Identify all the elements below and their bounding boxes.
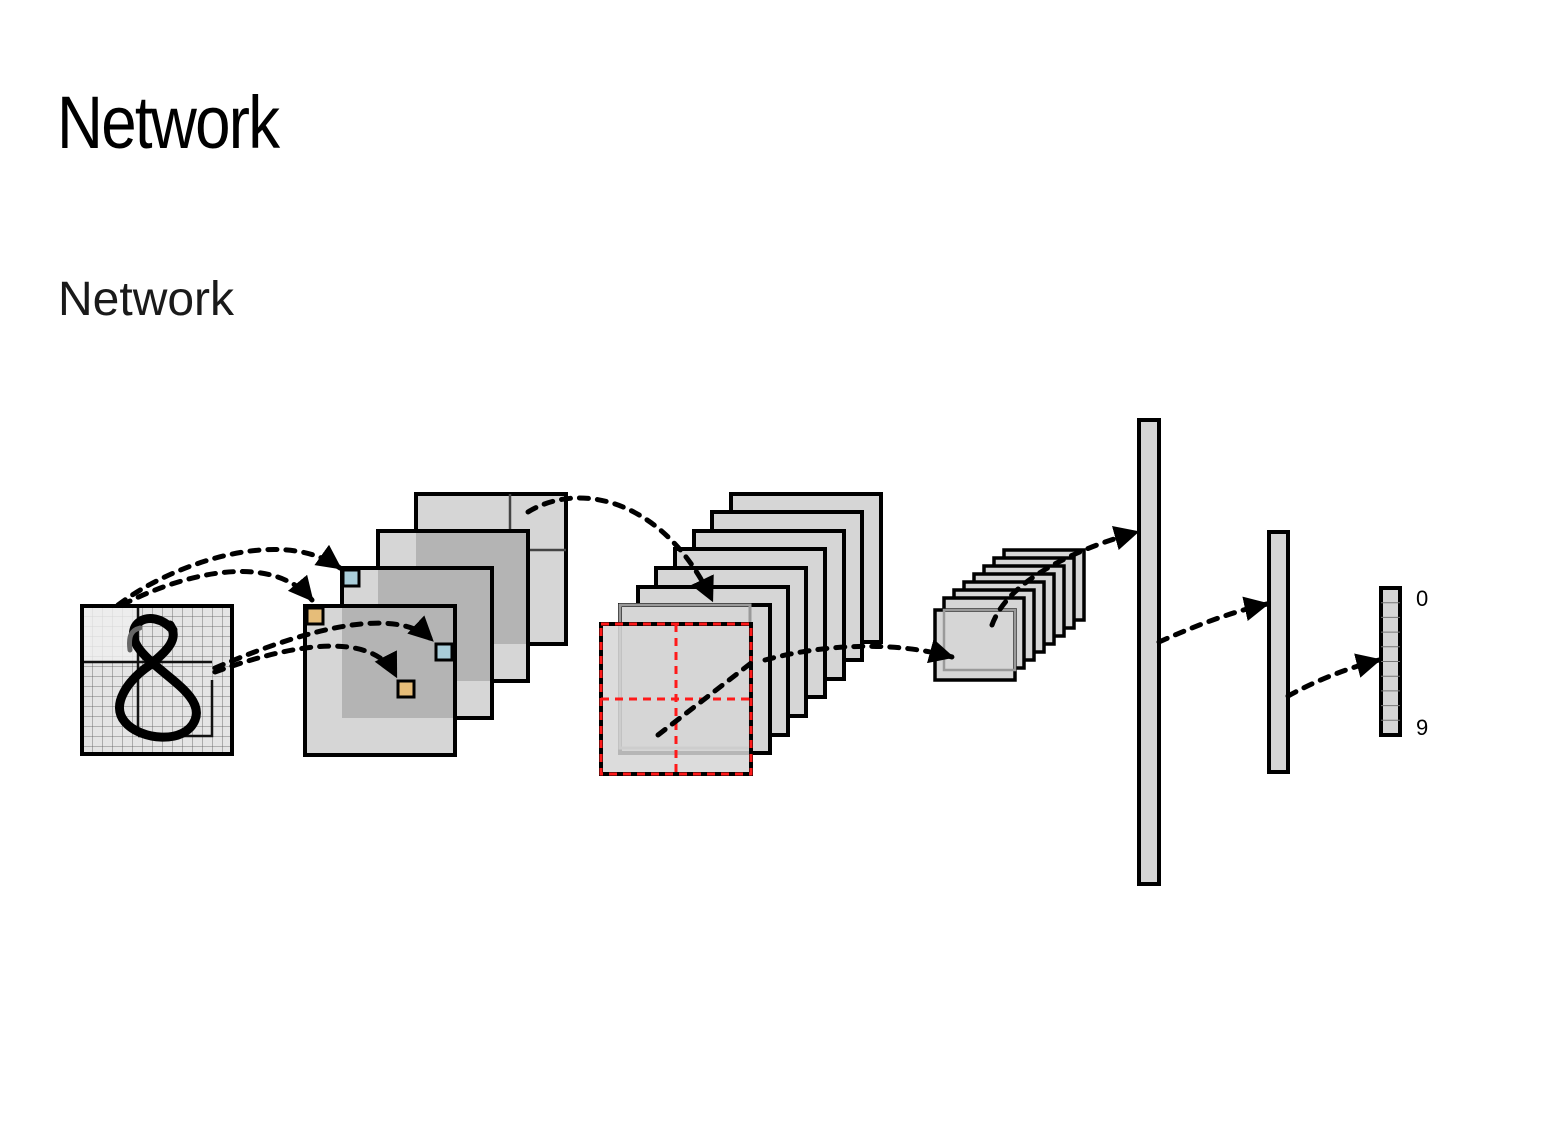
slide-subtitle: Network <box>58 273 235 326</box>
arrow-fc1-to-fc2 <box>1156 596 1270 645</box>
arrow-pool-diagonal <box>655 657 758 738</box>
fc-layer-2 <box>1267 530 1290 774</box>
conv1-feature-maps <box>303 492 568 757</box>
arrow-input-to-orange-kernel-2 <box>212 643 399 679</box>
arrow-conv2-to-pooled <box>762 639 955 664</box>
connection-arrows <box>115 495 1382 738</box>
digit-stroke <box>115 614 201 742</box>
output-label-first: 0 <box>1416 586 1428 611</box>
output-label-last: 9 <box>1416 715 1428 740</box>
arrow-input-to-orange-kernel <box>119 569 315 608</box>
kernel-orange-1 <box>305 606 325 626</box>
arrow-input-to-blue-kernel-2 <box>212 615 435 671</box>
arrow-conv1-to-conv2 <box>525 495 715 603</box>
arrow-input-to-blue-kernel <box>115 544 343 608</box>
kernel-blue-2 <box>434 642 454 662</box>
conv2-feature-maps <box>599 492 883 776</box>
slide-title: Network <box>57 81 280 164</box>
input-image <box>80 604 234 756</box>
arrow-pooled-to-fc1 <box>989 525 1140 628</box>
pooling-grid <box>599 622 753 776</box>
arrow-fc2-to-output <box>1285 653 1382 699</box>
fc-layer-1 <box>1137 418 1161 886</box>
kernel-blue-1 <box>341 568 361 588</box>
output-layer: 0 9 <box>1379 586 1428 740</box>
kernel-orange-2 <box>396 679 416 699</box>
pooled-feature-maps <box>933 548 1086 682</box>
